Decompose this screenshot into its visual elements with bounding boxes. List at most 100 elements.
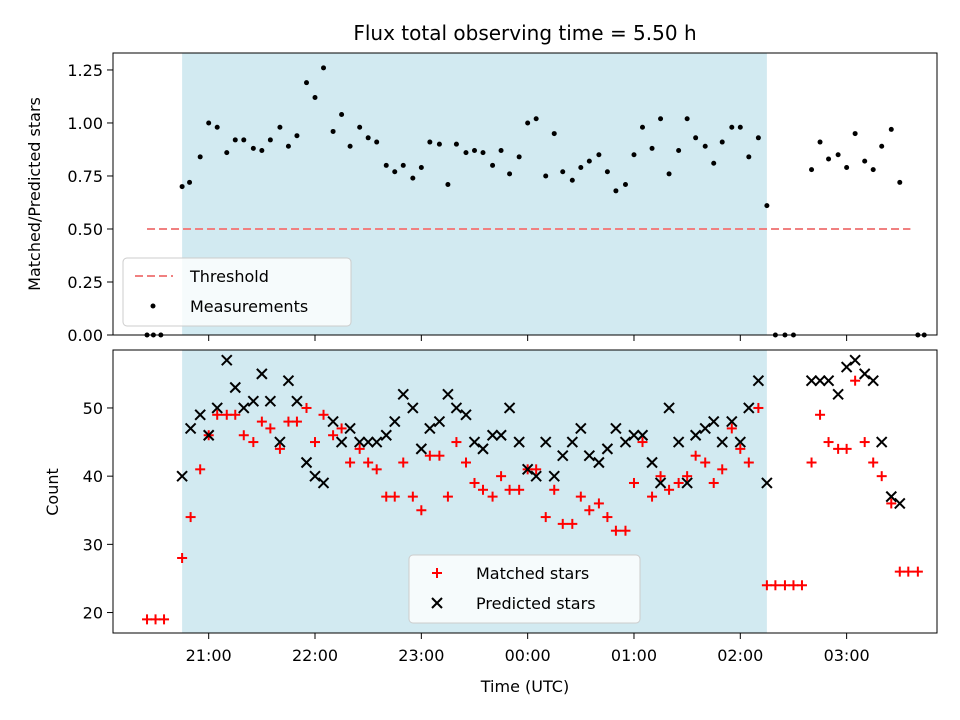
- matched-star-point: [345, 457, 356, 468]
- matched-star-point: [690, 450, 701, 461]
- measurement-point: [490, 162, 496, 168]
- predicted-star-point: [849, 354, 861, 366]
- predicted-star-point: [885, 490, 897, 503]
- predicted-star-point: [654, 477, 667, 489]
- matched-star-point: [735, 443, 746, 454]
- predicted-star-point: [566, 436, 579, 448]
- measurement-point: [658, 116, 664, 122]
- matched-star-point: [363, 457, 374, 468]
- predicted-star-point: [557, 449, 569, 462]
- measurement-point: [232, 137, 238, 143]
- predicted-star-point: [876, 436, 888, 448]
- predicted-star-point: [335, 436, 348, 448]
- predicted-star-point: [362, 436, 374, 448]
- measurement-point: [809, 167, 815, 173]
- matched-star-point: [886, 498, 897, 509]
- measurement-point: [436, 141, 442, 147]
- measurement-point: [746, 154, 752, 160]
- matched-star-point: [806, 457, 817, 468]
- matched-star-point: [647, 491, 658, 502]
- measurement-point: [480, 150, 486, 156]
- predicted-star-point: [832, 388, 844, 401]
- measurement-point: [613, 188, 619, 194]
- matched-star-point: [664, 484, 675, 495]
- measurement-point: [259, 148, 265, 154]
- predicted-star-point: [548, 470, 560, 482]
- matched-star-point: [328, 430, 339, 441]
- matched-star-point: [150, 614, 161, 625]
- predicted-star-point: [575, 422, 587, 435]
- matched-star-point: [354, 443, 365, 454]
- predicted-star-point: [540, 436, 552, 448]
- measurement-point: [888, 126, 894, 132]
- measurement-point: [285, 143, 291, 149]
- measurement-point: [304, 80, 310, 86]
- matched-star-point: [717, 464, 728, 475]
- measurement-point: [277, 124, 283, 130]
- measurement-point: [631, 152, 637, 158]
- measurement-point: [835, 152, 841, 158]
- predicted-star-point: [513, 436, 525, 448]
- predicted-star-point: [291, 395, 303, 407]
- x-tick-label: 23:00: [398, 646, 444, 665]
- predicted-star-point: [238, 402, 250, 414]
- measurement-point: [206, 120, 212, 126]
- predicted-star-point: [424, 422, 436, 435]
- matched-star-point: [416, 505, 427, 516]
- predicted-star-point: [282, 374, 295, 387]
- measurement-point: [374, 139, 380, 145]
- predicted-star-point: [450, 402, 463, 414]
- measurement-point: [516, 154, 522, 160]
- matched-star-point: [575, 491, 586, 502]
- matched-star-point: [841, 443, 852, 454]
- matched-star-point: [291, 416, 302, 427]
- measurement-point: [719, 139, 725, 145]
- predicted-star-point: [176, 470, 188, 482]
- matched-star-point: [265, 423, 276, 434]
- predicted-star-point: [256, 368, 268, 380]
- matched-star-point: [655, 471, 666, 482]
- predicted-star-point: [229, 381, 241, 394]
- matched-star-point: [531, 464, 542, 475]
- measurement-point: [463, 150, 469, 156]
- predicted-star-point: [610, 422, 622, 435]
- matched-star-point: [301, 402, 312, 413]
- measurement-point: [357, 124, 363, 130]
- measurement-point: [764, 203, 770, 209]
- predicted-star-point: [370, 436, 383, 448]
- predicted-star-point: [202, 429, 215, 441]
- matched-star-point: [567, 518, 578, 529]
- predicted-star-point: [805, 374, 818, 387]
- measurement-point: [241, 137, 247, 143]
- measurement-point: [852, 131, 858, 137]
- predicted-star-point: [628, 429, 640, 441]
- matched-star-point: [434, 450, 445, 461]
- predicted-star-point: [353, 436, 366, 448]
- measurement-point: [533, 116, 539, 122]
- measurement-point: [826, 156, 832, 162]
- matched-star-point: [682, 471, 693, 482]
- predicted-star-point: [415, 443, 428, 455]
- measurement-point: [897, 179, 903, 185]
- x-tick-label: 00:00: [505, 646, 551, 665]
- top-x-ticks: [208, 335, 848, 341]
- top-panel: 0.00 0.25 0.50 0.75 1.00 1.25 Matched/Predict…: [25, 52, 938, 345]
- predicted-star-point: [274, 436, 286, 448]
- matched-star-point: [770, 580, 781, 591]
- predicted-star-point: [761, 477, 773, 489]
- predicted-star-point: [689, 429, 702, 441]
- measurement-point: [507, 171, 513, 177]
- top-y-tick-label: 1.25: [67, 61, 103, 80]
- matched-star-point: [318, 409, 329, 420]
- matched-star-point: [336, 423, 347, 434]
- measurement-point: [693, 135, 699, 141]
- matched-star-point: [912, 566, 923, 577]
- predicted-star-point: [840, 361, 853, 373]
- measurement-point: [560, 169, 566, 175]
- top-y-tick-label: 0.25: [67, 273, 103, 292]
- predicted-star-point: [486, 429, 499, 441]
- matched-star-point: [185, 512, 196, 523]
- measurement-point: [312, 95, 318, 101]
- measurement-point: [453, 141, 459, 147]
- top-legend-box: [122, 257, 352, 327]
